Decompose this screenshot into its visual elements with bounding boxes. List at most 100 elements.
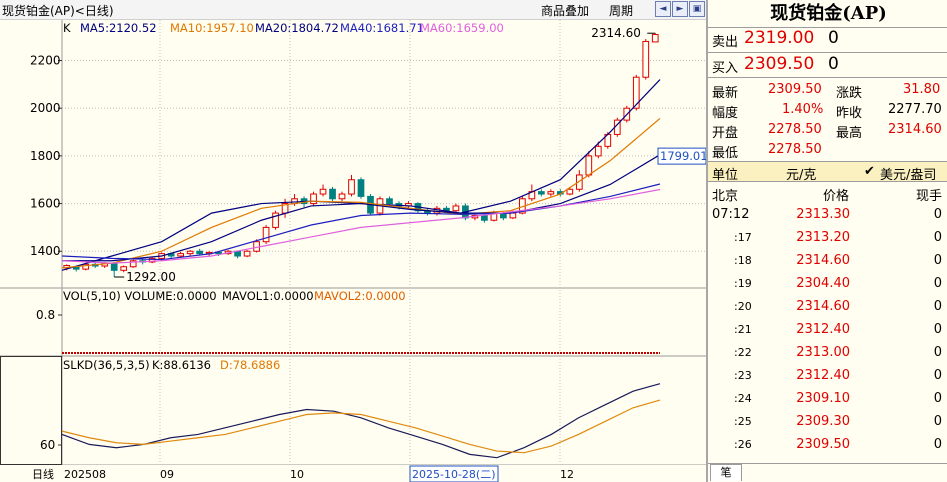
candle-body bbox=[651, 34, 659, 43]
period-button[interactable]: 周期 bbox=[609, 4, 634, 18]
quote-title: 现货铂金(AP) bbox=[770, 3, 887, 24]
kd-d-line bbox=[61, 399, 661, 454]
unit-row bbox=[708, 162, 947, 181]
high-value: 2314.60 bbox=[888, 122, 942, 137]
candle-body bbox=[452, 205, 460, 212]
chart-area[interactable]: 现货铂金(AP)<日线) 商品叠加 周期 ◄ ► ▣ 2200 2000 1800 1… bbox=[0, 0, 706, 482]
tick-price: 2304.40 bbox=[796, 276, 850, 291]
tick-price: 2309.50 bbox=[796, 437, 850, 452]
candle-body bbox=[594, 145, 602, 157]
tick-volume: 0 bbox=[933, 414, 942, 429]
candle-body bbox=[82, 263, 90, 270]
candle-body bbox=[509, 212, 517, 219]
ma-legend-ma5: MA5:2120.52 bbox=[80, 21, 157, 35]
price-tick-label: 1800 bbox=[30, 149, 61, 163]
x-axis-bg bbox=[0, 465, 706, 482]
tick-volume: 0 bbox=[933, 345, 942, 360]
tick-volume: 0 bbox=[933, 391, 942, 406]
low-annotation: 1292.00 bbox=[126, 270, 176, 284]
date-cursor-label: 2025-10-28(二) bbox=[412, 468, 496, 481]
x-axis-label: 12 bbox=[560, 468, 574, 481]
high-label: 最高 bbox=[836, 126, 863, 141]
kd-legend-name: SLKD(36,5,3,5) bbox=[63, 358, 150, 372]
next-icon[interactable]: ► bbox=[672, 1, 688, 17]
chart-header: 现货铂金(AP)<日线) 商品叠加 周期 ◄ ► ▣ bbox=[0, 0, 706, 20]
candle-body bbox=[338, 193, 346, 200]
tick-price: 2314.60 bbox=[796, 253, 850, 268]
candle-body bbox=[148, 257, 156, 263]
tick-time: :23 bbox=[734, 369, 752, 382]
kd-k-line bbox=[61, 383, 661, 459]
latest-value: 2309.50 bbox=[768, 82, 822, 97]
candle-body bbox=[177, 253, 184, 257]
price-tick-label: 1600 bbox=[30, 197, 61, 211]
candle-body bbox=[575, 174, 583, 190]
candle-body bbox=[310, 193, 317, 205]
tick-time: :25 bbox=[734, 415, 752, 428]
candle-body bbox=[129, 260, 137, 268]
tick-time: :24 bbox=[734, 392, 752, 405]
candle-body bbox=[262, 226, 270, 243]
quote-panel: 现货铂金(AP) 卖出 2319.00 0 买入 2309.50 0 最新 23… bbox=[706, 0, 947, 482]
candle-body bbox=[566, 188, 574, 195]
ma-legend-ma60: MA60:1659.00 bbox=[420, 21, 504, 35]
candle-body bbox=[215, 251, 222, 255]
candle-body bbox=[632, 76, 640, 109]
kd-axis-label: 60 bbox=[40, 438, 55, 452]
ma-line-MA20 bbox=[62, 154, 661, 262]
ma-legend-ma40: MA40:1681.71 bbox=[340, 21, 424, 35]
check-icon[interactable]: ✔ bbox=[864, 164, 875, 179]
tick-head-place: 北京 bbox=[712, 189, 739, 204]
tick-price: 2309.30 bbox=[796, 414, 850, 429]
current-price-box bbox=[657, 147, 706, 165]
buy-volume: 0 bbox=[828, 54, 839, 74]
tick-time: :26 bbox=[734, 438, 752, 451]
candle-body bbox=[120, 266, 128, 271]
tick-price: 2313.00 bbox=[796, 345, 850, 360]
tick-time: :17 bbox=[734, 231, 752, 244]
tick-time: :22 bbox=[734, 346, 752, 359]
candle-body bbox=[357, 179, 365, 197]
ma-line-MA10 bbox=[61, 117, 661, 269]
tick-volume: 0 bbox=[933, 299, 942, 314]
open-label: 开盘 bbox=[712, 126, 739, 141]
price-tick-label: 2000 bbox=[30, 101, 61, 115]
candle-body bbox=[585, 155, 593, 176]
prev-icon[interactable]: ◄ bbox=[655, 1, 671, 17]
ma-line-MA5 bbox=[61, 79, 661, 271]
sell-label: 卖出 bbox=[712, 35, 739, 50]
x-axis-label: 10 bbox=[290, 468, 304, 481]
x-axis-label: 202508 bbox=[64, 468, 106, 481]
candle-body bbox=[538, 191, 545, 195]
tick-volume: 0 bbox=[933, 322, 942, 337]
price-tick-label: 2200 bbox=[30, 54, 61, 68]
buy-label: 买入 bbox=[712, 61, 739, 76]
chart-title: 现货铂金(AP)<日线) bbox=[2, 4, 114, 18]
tick-price: 2313.30 bbox=[796, 207, 850, 222]
open-value: 2278.50 bbox=[768, 122, 822, 137]
unit-value: 元/克 bbox=[786, 168, 817, 183]
vol-axis-label: 0.8 bbox=[36, 308, 55, 322]
ma-legend-ma10: MA10:1957.10 bbox=[170, 21, 254, 35]
sell-price: 2319.00 bbox=[744, 28, 815, 48]
kd-legend-d: D:78.6886 bbox=[220, 358, 280, 372]
tab-tick[interactable]: 笔 bbox=[710, 464, 742, 481]
tick-price: 2312.40 bbox=[796, 368, 850, 383]
current-price-label: 1799.01 bbox=[660, 149, 706, 163]
candle-body bbox=[642, 40, 650, 78]
candle-body bbox=[547, 191, 555, 195]
tick-time: :20 bbox=[734, 300, 752, 313]
candle-body bbox=[272, 212, 279, 228]
kline-chart: 2200 2000 1800 1600 1400 K MA5:2120.52 MA10:195… bbox=[0, 20, 706, 482]
kd-axis-box bbox=[0, 356, 62, 465]
tick-time: :19 bbox=[734, 277, 752, 290]
x-axis-label: 09 bbox=[160, 468, 174, 481]
tick-time: :18 bbox=[734, 254, 752, 267]
candle-body bbox=[196, 250, 203, 255]
candle-body bbox=[348, 179, 355, 195]
overlay-button[interactable]: 商品叠加 bbox=[541, 4, 590, 18]
vol-legend-b: MAVOL1:0.0000 bbox=[222, 289, 314, 303]
currency-toggle[interactable]: 美元/盎司 bbox=[880, 168, 937, 183]
layout-icon[interactable]: ▣ bbox=[689, 1, 705, 17]
tick-volume: 0 bbox=[933, 437, 942, 452]
